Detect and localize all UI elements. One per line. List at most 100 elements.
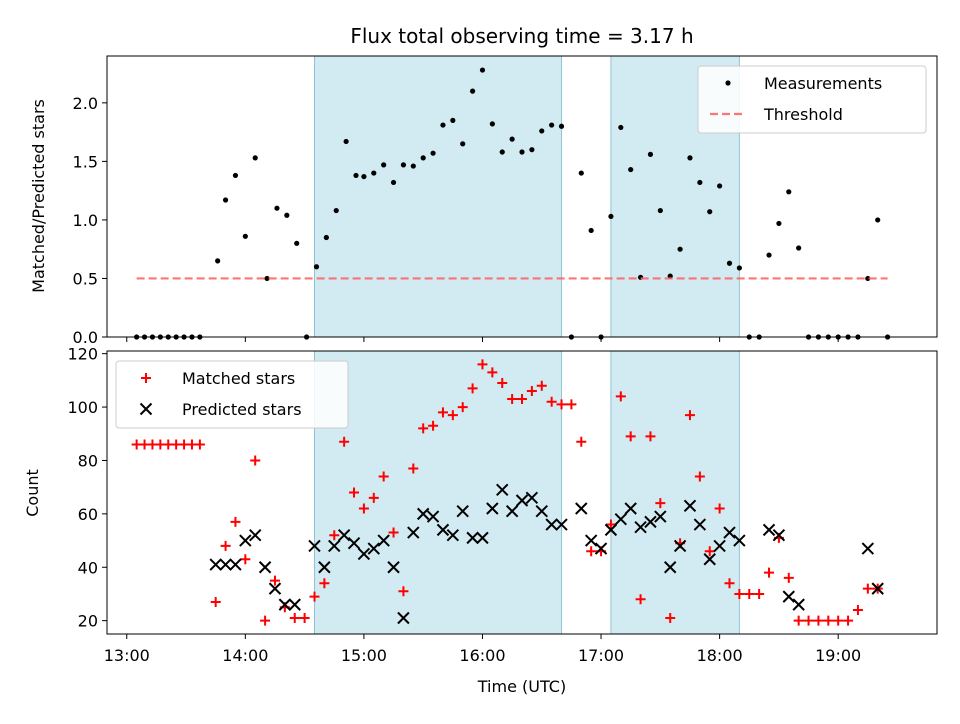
predicted-stars-point xyxy=(347,537,361,550)
matched-stars-point xyxy=(813,615,824,626)
matched-stars-point xyxy=(437,407,448,418)
matched-stars-point xyxy=(576,436,587,447)
measurements-point xyxy=(390,179,397,186)
matched-stars-point xyxy=(329,530,340,541)
predicted-stars-point xyxy=(436,523,450,537)
predicted-stars-point xyxy=(278,598,292,611)
predicted-stars-point xyxy=(861,542,875,555)
predicted-stars-point xyxy=(377,534,390,547)
predicted-stars-point xyxy=(654,510,667,523)
measurements-point xyxy=(274,205,280,211)
top-panel-y-ticks: 0.0 0.5 1.0 1.5 2.0 xyxy=(73,94,107,347)
top-panel-y-tick-label: 1.5 xyxy=(73,152,98,171)
bottom-panel-x-ticks: 13:00 14:00 15:00 16:00 17:00 18:00 19:00 xyxy=(104,634,861,665)
measurements-point xyxy=(647,151,654,157)
legend-measurements-swatch xyxy=(725,80,731,86)
predicted-stars-point xyxy=(515,494,529,507)
bottom-panel-y-tick-label: 40 xyxy=(78,558,98,577)
bottom-panel: 20 40 60 80 100 120 13:00 14:00 15:00 16:00 17:00… xyxy=(23,345,938,696)
measurements-point xyxy=(215,258,221,264)
matched-stars-point xyxy=(704,546,715,557)
predicted-stars-point xyxy=(357,547,371,561)
matched-stars-point xyxy=(260,615,271,626)
matched-stars-point xyxy=(764,567,775,578)
predicted-stars-point xyxy=(209,558,222,571)
top-panel-shaded-interval-1 xyxy=(314,55,563,338)
matched-stars-point xyxy=(833,615,844,626)
predicted-stars-point xyxy=(772,529,786,542)
matched-stars-point xyxy=(724,578,735,589)
predicted-stars-point xyxy=(268,582,282,595)
measurements-point xyxy=(343,138,349,145)
predicted-stars-point xyxy=(328,539,341,553)
matched-stars-point xyxy=(744,588,755,599)
predicted-stars-point xyxy=(367,542,380,555)
predicted-stars-point xyxy=(545,518,558,531)
bottom-panel-y-axis-label: Count xyxy=(23,469,42,517)
predicted-stars-point xyxy=(249,529,262,542)
matched-stars-point xyxy=(665,612,676,623)
matched-stars-point xyxy=(388,527,399,538)
predicted-stars-point xyxy=(229,558,242,571)
measurements-point xyxy=(677,246,683,252)
matched-stars-point xyxy=(526,386,537,397)
measurements-point xyxy=(628,166,634,173)
matched-stars-point xyxy=(684,410,695,421)
measurements-point xyxy=(657,207,663,214)
matched-stars-point xyxy=(605,519,616,530)
measurements-point xyxy=(499,149,505,155)
measurements-point xyxy=(529,147,535,153)
predicted-stars-point xyxy=(407,526,420,539)
measurements-point xyxy=(697,179,703,186)
matched-stars-point xyxy=(418,423,429,434)
x-tick-label: 16:00 xyxy=(459,646,505,665)
matched-stars-point xyxy=(862,583,873,594)
predicted-stars-point xyxy=(337,529,351,542)
matched-stars-point xyxy=(358,503,369,514)
predicted-stars-point xyxy=(584,534,598,547)
matched-stars-point xyxy=(546,396,557,407)
measurements-point xyxy=(796,245,802,251)
legend-predicted-stars-swatch xyxy=(139,402,153,416)
measurements-point xyxy=(252,155,258,161)
predicted-stars-point xyxy=(792,598,805,611)
measurements-point xyxy=(687,155,693,161)
measurements-point xyxy=(618,124,624,131)
measurements-point xyxy=(489,121,495,127)
measurements-point xyxy=(736,265,742,271)
measurements-point xyxy=(578,170,584,176)
predicted-stars-point xyxy=(496,483,509,497)
matched-stars-point xyxy=(783,572,794,583)
predicted-stars-point xyxy=(673,539,687,553)
legend-measurements-label: Measurements xyxy=(764,74,882,93)
matched-stars-point xyxy=(843,615,854,626)
predicted-stars-point xyxy=(535,504,548,518)
bottom-panel-shaded-interval-2 xyxy=(610,350,740,635)
x-tick-label: 15:00 xyxy=(341,646,387,665)
top-panel: 0.0 0.5 1.0 1.5 2.0 Flux total observing tim… xyxy=(29,24,938,347)
predicted-stars-point xyxy=(624,502,637,515)
x-tick-label: 14:00 xyxy=(222,646,268,665)
measurements-point xyxy=(222,197,229,203)
matched-stars-point xyxy=(625,431,636,442)
matched-stars-point xyxy=(803,615,814,626)
matched-stars-point xyxy=(852,604,863,615)
top-panel-legend-box xyxy=(697,65,927,134)
measurements-point xyxy=(450,117,456,123)
measurements-point xyxy=(776,220,782,227)
measurements-point xyxy=(410,163,416,169)
matched-stars-series xyxy=(131,359,883,626)
matched-stars-point xyxy=(487,367,498,378)
chart-title: Flux total observing time = 3.17 h xyxy=(350,24,693,48)
measurements-point xyxy=(469,88,476,94)
top-panel-marks xyxy=(134,67,891,340)
bottom-panel-y-tick-label: 120 xyxy=(67,345,98,364)
predicted-stars-point xyxy=(713,539,726,553)
matched-stars-point xyxy=(655,498,666,509)
matched-stars-point xyxy=(586,546,597,557)
x-axis-label: Time (UTC) xyxy=(477,677,566,696)
matched-stars-point xyxy=(457,402,468,413)
measurements-point xyxy=(333,207,339,214)
measurements-point xyxy=(608,213,614,220)
predicted-stars-point xyxy=(693,518,707,531)
